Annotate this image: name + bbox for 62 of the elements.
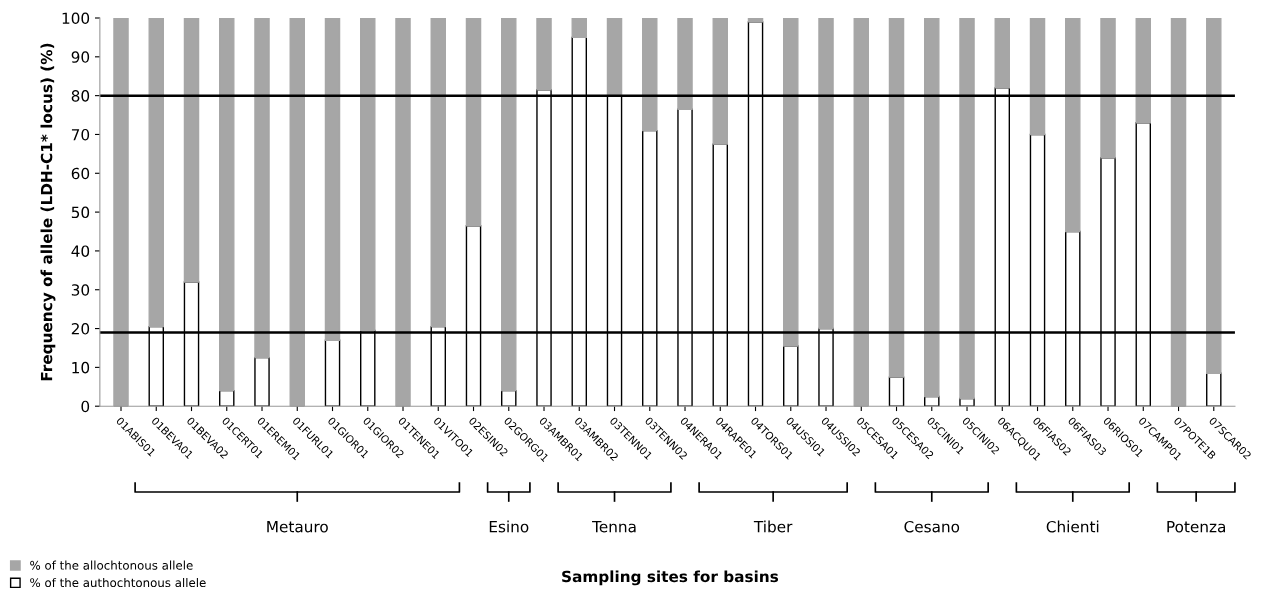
bar: [571, 18, 588, 39]
y-tick-label: 100: [62, 12, 90, 25]
bar: [1100, 18, 1116, 159]
bar: [360, 18, 376, 332]
y-tick-label: 30: [71, 284, 90, 296]
bar: [183, 18, 200, 283]
y-axis-title: Frequency of allele (LDH-C1* locus) (%): [40, 43, 56, 381]
bar: [924, 395, 940, 407]
bar: [606, 18, 623, 97]
bar: [430, 18, 447, 328]
text: Metauro: [267, 521, 328, 533]
legend-label: % of the allochtonous allele: [30, 560, 193, 570]
bar: [501, 18, 517, 392]
bar: [888, 18, 905, 378]
bar: [712, 18, 729, 145]
bar: [1206, 18, 1222, 374]
text: Cesano: [904, 520, 960, 533]
bar: [924, 18, 940, 398]
bar: [536, 18, 552, 91]
bar: [783, 345, 799, 407]
bar: [324, 18, 341, 341]
bar: [219, 389, 235, 407]
y-tick-label: 50: [71, 206, 90, 219]
bar: [501, 389, 517, 407]
bar: [1135, 18, 1152, 124]
bar: [289, 18, 306, 407]
bar: [1206, 372, 1222, 407]
text: Esino: [489, 520, 529, 533]
bar: [324, 339, 341, 407]
bar: [959, 18, 975, 400]
bar: [783, 18, 799, 347]
text: Sampling sites for basins: [562, 570, 779, 586]
bar: [395, 18, 411, 407]
y-tick-label: 70: [71, 128, 90, 141]
text: Tiber: [753, 520, 793, 533]
bar: [113, 18, 129, 407]
bar: [1029, 18, 1046, 136]
y-tick-label: 60: [71, 167, 90, 180]
text: Potenza: [1167, 521, 1225, 533]
legend-label: % of the authochtonous allele: [30, 577, 206, 588]
bar: [853, 18, 870, 407]
bar: [747, 18, 764, 23]
bar: [219, 18, 235, 392]
bar: [254, 18, 270, 359]
bar: [1170, 18, 1187, 407]
y-tick-label: 10: [72, 361, 90, 374]
y-tick-label: 20: [71, 323, 90, 335]
bar: [818, 18, 834, 330]
text: Tenna: [592, 521, 636, 533]
bar: [677, 18, 693, 110]
bar: [994, 18, 1011, 89]
y-tick-label: 40: [71, 245, 90, 257]
bar: [888, 376, 905, 407]
y-tick-label: 0: [81, 400, 90, 413]
text: Chienti: [1046, 520, 1099, 533]
bar: [1065, 18, 1081, 233]
bar: [254, 356, 270, 407]
bar: [642, 18, 658, 132]
y-tick-label: 90: [71, 51, 90, 63]
bar: [465, 18, 482, 227]
bar: [148, 18, 165, 328]
y-tick-label: 80: [71, 90, 90, 102]
